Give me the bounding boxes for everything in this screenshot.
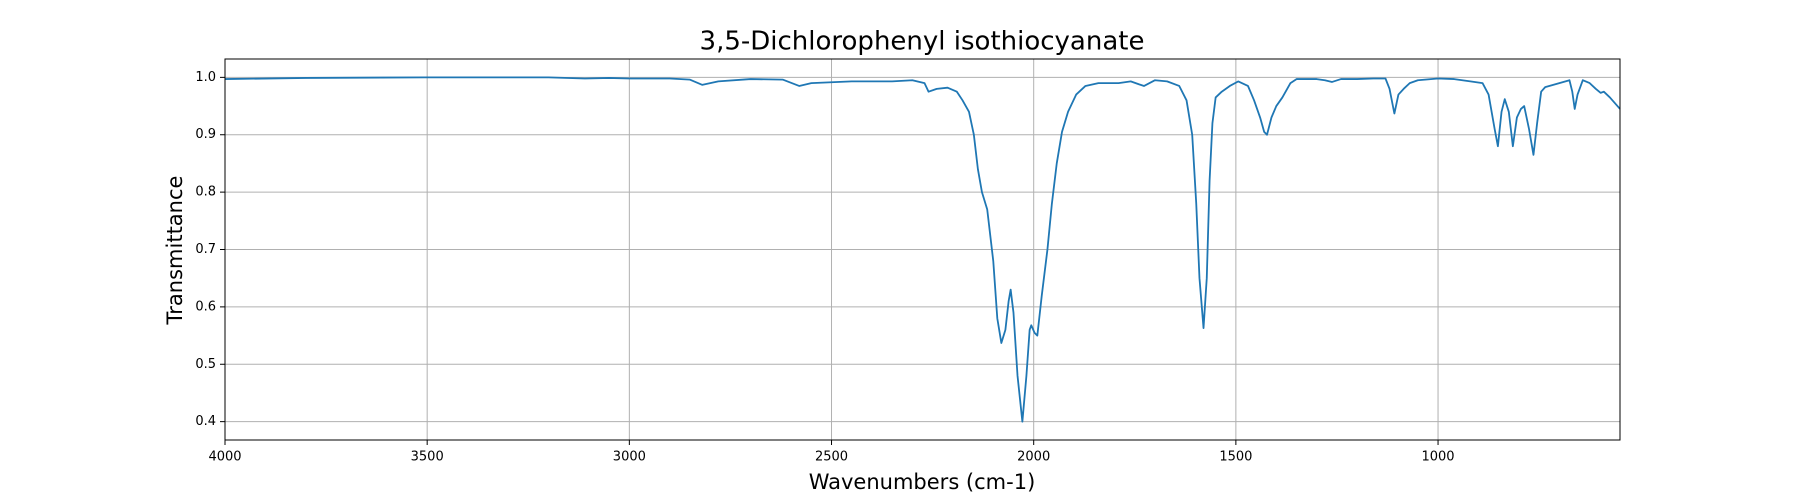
y-tick-label: 0.6 bbox=[195, 299, 216, 314]
x-tick-label: 4000 bbox=[208, 450, 241, 465]
plot-frame bbox=[224, 58, 1621, 441]
spectrum-line bbox=[224, 76, 1621, 423]
x-tick-label: 2500 bbox=[815, 450, 848, 465]
x-tick-label: 1000 bbox=[1421, 450, 1454, 465]
y-tick-label: 0.9 bbox=[195, 127, 216, 142]
y-tick-label: 0.8 bbox=[195, 185, 216, 200]
x-tick-label: 1500 bbox=[1219, 450, 1252, 465]
x-tick-label: 3000 bbox=[613, 450, 646, 465]
y-axis-label: Transmittance bbox=[163, 176, 187, 326]
x-axis-label: Wavenumbers (cm-1) bbox=[809, 470, 1036, 494]
y-tick-label: 0.7 bbox=[195, 242, 216, 257]
y-tick-label: 0.5 bbox=[195, 357, 216, 372]
y-tick-label: 1.0 bbox=[195, 70, 216, 85]
x-tick-label: 2000 bbox=[1017, 450, 1050, 465]
x-tick-label: 3500 bbox=[411, 450, 444, 465]
y-tick-label: 0.4 bbox=[195, 414, 216, 429]
chart-title: 3,5-Dichlorophenyl isothiocyanate bbox=[700, 27, 1145, 57]
